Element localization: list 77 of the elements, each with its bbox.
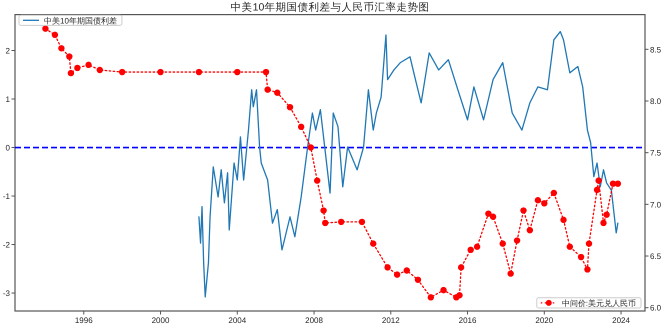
- legend-label: 中美10年期国债利差: [44, 16, 117, 26]
- point: [320, 207, 327, 214]
- point: [534, 197, 542, 204]
- x-tick-label: 2004: [228, 316, 247, 325]
- y2-tick-label: 6.5: [650, 252, 662, 262]
- y-tick-label: -2: [2, 240, 11, 250]
- point: [550, 190, 558, 196]
- point: [308, 144, 314, 151]
- point: [584, 266, 591, 273]
- point: [264, 86, 271, 93]
- y-tick-label: 1: [6, 95, 11, 104]
- point: [384, 264, 391, 271]
- point: [440, 286, 447, 294]
- point: [526, 226, 534, 234]
- y2-tick-label: 7.5: [650, 148, 662, 158]
- chart-title: 中美10年期国债利差与人民币汇率走势图: [230, 0, 430, 14]
- point: [370, 240, 376, 247]
- point: [507, 270, 514, 277]
- point: [58, 45, 65, 52]
- point: [96, 66, 103, 74]
- point: [404, 267, 410, 274]
- point: [274, 90, 281, 96]
- point: [474, 244, 480, 250]
- point: [578, 254, 584, 260]
- y2-tick-label: 8.0: [650, 97, 662, 106]
- y-tick-label: -1: [2, 192, 11, 202]
- point: [262, 68, 270, 76]
- y2-tick-label: 7.0: [650, 200, 662, 210]
- point: [428, 294, 434, 301]
- point: [358, 218, 366, 226]
- legend-label: 中间价:美元兑人民币: [562, 299, 636, 308]
- x-tick-label: 2012: [382, 316, 400, 325]
- point: [414, 276, 422, 283]
- point: [520, 207, 527, 214]
- y-tick-label: -3: [2, 289, 11, 298]
- point: [500, 240, 506, 247]
- point: [541, 200, 548, 207]
- point: [196, 68, 202, 76]
- point: [467, 246, 474, 254]
- point: [394, 271, 400, 278]
- point: [157, 68, 164, 76]
- point: [118, 68, 126, 76]
- point: [322, 220, 328, 226]
- point: [68, 70, 74, 76]
- point: [298, 124, 304, 130]
- point: [52, 32, 58, 38]
- point: [566, 244, 574, 250]
- y2-tick-label: 6.0: [650, 304, 662, 313]
- y-tick-label: 2: [6, 46, 11, 56]
- y-tick-label: 0: [6, 144, 11, 153]
- point: [603, 211, 610, 218]
- point: [490, 214, 496, 220]
- point: [85, 62, 92, 68]
- point: [286, 104, 294, 110]
- point: [42, 25, 49, 32]
- point: [458, 264, 464, 271]
- point: [595, 177, 602, 184]
- x-tick-label: 2020: [535, 316, 554, 325]
- x-tick-label: 2024: [612, 316, 630, 325]
- point: [456, 292, 463, 298]
- point: [586, 240, 592, 247]
- point: [314, 177, 320, 184]
- point: [614, 180, 622, 187]
- point: [338, 218, 344, 226]
- point: [66, 53, 73, 60]
- point: [485, 210, 492, 217]
- point: [234, 68, 240, 76]
- point: [594, 186, 600, 194]
- x-tick-label: 2000: [152, 316, 170, 325]
- x-tick-label: 2016: [458, 316, 477, 325]
- point: [600, 220, 607, 226]
- x-tick-label: 1996: [74, 316, 94, 325]
- point: [560, 216, 567, 224]
- point: [74, 64, 81, 72]
- x-tick-label: 2008: [305, 316, 324, 325]
- point: [514, 237, 520, 244]
- y2-tick-label: 8.5: [650, 45, 662, 54]
